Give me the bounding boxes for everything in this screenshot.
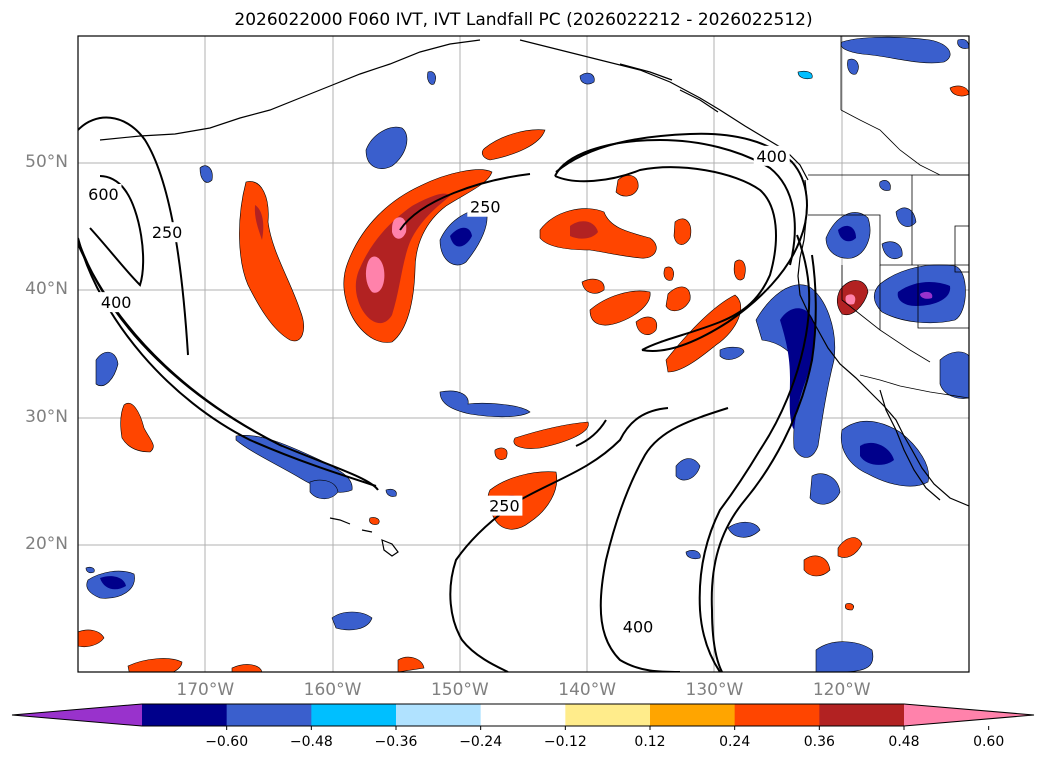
- colorbar-segment: [480, 704, 566, 726]
- borders: [808, 36, 969, 399]
- colorbar-segment: [396, 704, 482, 726]
- colorbar-tick-label: −0.48: [289, 734, 333, 750]
- colorbar-tick-label: 0.36: [803, 734, 835, 750]
- ivt-map: 600 250 400 250 400 250 400: [77, 35, 970, 673]
- colorbar-tick-label: 0.12: [634, 734, 666, 750]
- colorbar-outline: [11, 703, 1035, 727]
- contour-label-bg: [98, 292, 135, 313]
- colorbar-tick-label: 0.48: [888, 734, 920, 750]
- contour-label: 400: [756, 147, 787, 166]
- colorbar-extend-high: [904, 704, 1034, 726]
- colorbar-segment: [819, 704, 905, 726]
- contour-label: 250: [470, 198, 501, 217]
- lon-label: 160°W: [303, 680, 362, 700]
- colorbar-tick-label: −0.36: [374, 734, 418, 750]
- map-title: 2026022000 F060 IVT, IVT Landfall PC (20…: [234, 10, 813, 30]
- contour-label: 400: [623, 617, 654, 636]
- lon-label: 120°W: [812, 680, 871, 700]
- colorbar-segment: [650, 704, 736, 726]
- colorbar-tick-label: −0.12: [543, 734, 587, 750]
- contour-label: 250: [489, 497, 520, 516]
- colorbar-tick-label: 0.24: [719, 734, 751, 750]
- lat-label: 50°N: [25, 152, 68, 173]
- lon-label: 140°W: [558, 680, 617, 700]
- lat-label: 30°N: [25, 406, 68, 427]
- colorbar-segment: [734, 704, 820, 726]
- colorbar-segments: [11, 703, 1035, 730]
- contour-label: 250: [152, 223, 183, 242]
- contour-labels: 600 250 400 250 400 250 400: [85, 145, 790, 637]
- contour-label-bg: [85, 184, 122, 204]
- lon-label: 130°W: [685, 680, 744, 700]
- lon-label: 150°W: [430, 680, 489, 700]
- lat-label: 20°N: [25, 533, 68, 554]
- contour-label-bg: [467, 196, 504, 217]
- lat-label: 40°N: [25, 279, 68, 300]
- contour-label-bg: [620, 616, 657, 637]
- positive-anomaly-regions: [78, 85, 969, 672]
- negative-anomaly-regions: [85, 36, 969, 672]
- lon-label: 170°W: [176, 680, 235, 700]
- colorbar-extend-low: [12, 704, 142, 726]
- colorbar-tick-label: 0.60: [973, 734, 1005, 750]
- colorbar-segment: [142, 704, 228, 726]
- contour-label: 600: [88, 185, 119, 204]
- colorbar-tick-label: −0.60: [205, 734, 249, 750]
- contour-label-bg: [753, 145, 790, 166]
- colorbar-segment: [226, 704, 312, 726]
- colorbar-tick-label: −0.24: [459, 734, 503, 750]
- contour-label-bg: [149, 222, 186, 243]
- map-frame: [77, 35, 970, 673]
- colorbar-segment: [311, 704, 397, 726]
- colorbar-segment: [565, 704, 651, 726]
- contour-label: 400: [101, 293, 132, 312]
- contour-label-bg: [486, 495, 523, 516]
